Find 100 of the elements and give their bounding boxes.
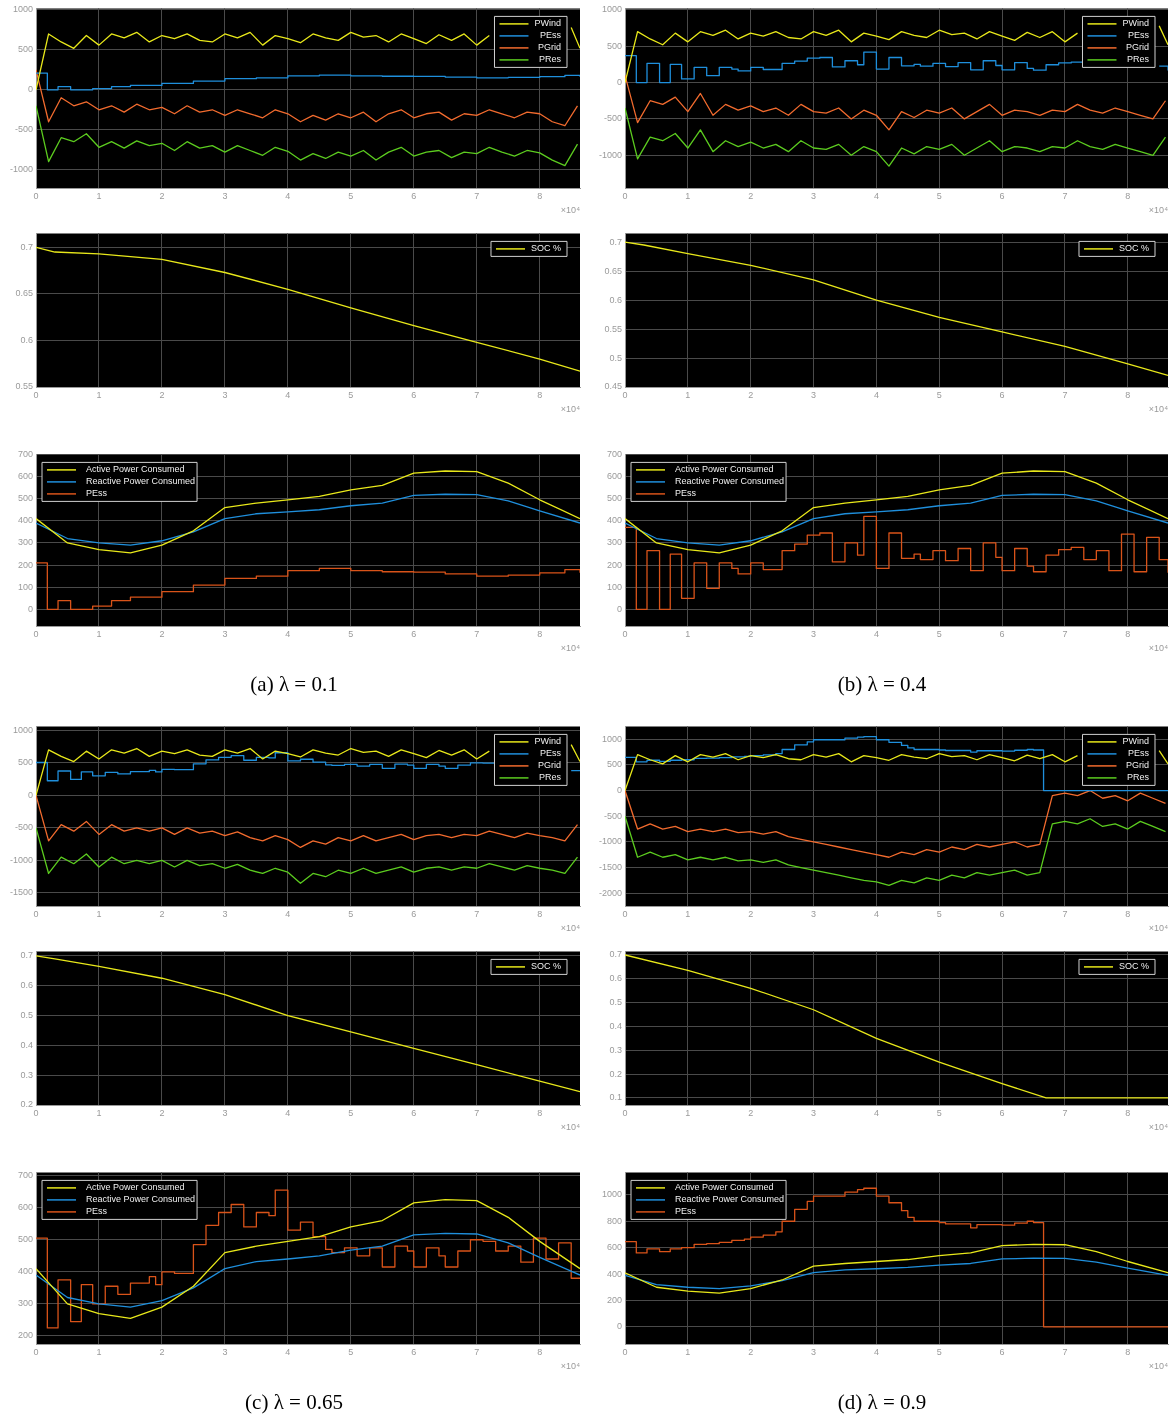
y-tick-label: 0.6 [609,294,622,305]
legend-label: SOC % [1118,243,1149,254]
x-tick-label: 5 [348,908,354,919]
x-tick-label: 8 [537,190,543,201]
x-tick-label: 7 [1062,190,1068,201]
x-tick-label: 7 [1062,389,1068,400]
x-tick-label: 1 [685,1346,691,1357]
x-tick-label: 3 [222,628,228,639]
x-tick-label: 5 [936,1107,942,1118]
y-tick-label: 0.5 [609,352,622,363]
x-tick-label: 1 [685,1107,691,1118]
x-tick-label: 3 [811,908,817,919]
legend-label: PWind [1122,736,1149,747]
y-tick-label: -2000 [598,887,622,898]
legend-label: Active Power Consumed [675,464,774,475]
x-tick-label: 4 [873,389,879,400]
y-tick-label: 0.6 [609,973,622,984]
x-axis-title: ×10⁴ [1148,204,1169,215]
x-tick-label: 6 [999,908,1005,919]
x-tick-label: 7 [474,1346,480,1357]
x-tick-label: 2 [748,908,754,919]
x-tick-label: 6 [411,389,417,400]
x-tick-label: 7 [474,389,480,400]
legend-label: PEss [539,30,562,41]
y-tick-label: 700 [17,1170,33,1181]
x-axis-title: ×10⁴ [560,1360,581,1371]
x-tick-label: 2 [159,1346,165,1357]
y-tick-label: 0.45 [604,381,622,392]
x-tick-label: 3 [222,389,228,400]
x-tick-label: 3 [811,389,817,400]
y-tick-label: 500 [606,40,622,51]
x-tick-label: 4 [285,1107,291,1118]
x-tick-label: 3 [811,1346,817,1357]
y-tick-label: 600 [606,471,622,482]
x-tick-label: 4 [285,628,291,639]
x-axis-title: ×10⁴ [560,922,581,933]
y-tick-label: 0.3 [609,1044,622,1055]
y-tick-label: 700 [606,448,622,459]
legend-label: PEss [86,488,108,499]
legend-label: PWind [534,18,561,29]
x-axis-title: ×10⁴ [560,1121,581,1132]
y-tick-label: 100 [606,581,622,592]
x-tick-label: 2 [159,628,165,639]
y-tick-label: 0.55 [604,323,622,334]
y-tick-label: 0.3 [20,1069,33,1080]
legend-label: PRes [538,772,562,783]
x-tick-label: 6 [411,190,417,201]
y-tick-label: -1000 [598,836,622,847]
x-tick-label: 7 [1062,628,1068,639]
x-tick-label: 1 [96,389,102,400]
y-tick-label: 0 [27,789,33,800]
y-tick-label: 0 [616,785,622,796]
x-tick-label: 6 [999,389,1005,400]
y-tick-label: 500 [17,44,33,55]
x-tick-label: 1 [96,908,102,919]
x-tick-label: 6 [411,908,417,919]
legend-label: PRes [1126,772,1150,783]
legend-label: PEss [1127,30,1150,41]
x-tick-label: 5 [348,389,354,400]
legend-label: PGrid [1125,760,1149,771]
x-tick-label: 7 [1062,908,1068,919]
legend-label: PEss [539,748,562,759]
y-tick-label: 800 [606,1215,622,1226]
legend-label: Active Power Consumed [675,1182,774,1193]
x-axis-title: ×10⁴ [560,204,581,215]
y-tick-label: 200 [606,1294,622,1305]
x-tick-label: 2 [748,1346,754,1357]
x-tick-label: 2 [159,908,165,919]
y-tick-label: 1000 [12,4,33,15]
x-tick-label: 6 [999,190,1005,201]
y-tick-label: 500 [17,757,33,768]
x-tick-label: 8 [1125,389,1131,400]
y-tick-label: 0.7 [20,241,33,252]
y-tick-label: -1000 [598,149,622,160]
x-axis-title: ×10⁴ [1148,642,1169,653]
x-tick-label: 8 [537,1346,543,1357]
y-tick-label: -1500 [598,862,622,872]
y-tick-label: -1000 [9,164,33,175]
y-tick-label: 0.7 [609,949,622,960]
y-tick-label: 600 [17,471,33,482]
x-tick-label: 4 [873,1107,879,1118]
y-tick-label: 200 [17,1330,33,1341]
x-tick-label: 2 [748,389,754,400]
x-tick-label: 3 [222,1346,228,1357]
y-tick-label: 100 [17,581,33,592]
x-tick-label: 4 [285,1346,291,1357]
x-tick-label: 8 [1125,908,1131,919]
x-tick-label: 2 [159,389,165,400]
legend-label: PEss [675,1206,697,1217]
legend-label: SOC % [530,243,561,254]
x-tick-label: 1 [96,1107,102,1118]
x-tick-label: 1 [96,628,102,639]
x-axis-title: ×10⁴ [1148,1360,1169,1371]
y-tick-label: 500 [17,1234,33,1245]
x-tick-label: 5 [348,1346,354,1357]
legend-label: PGrid [1125,42,1149,53]
y-tick-label: 400 [606,1268,622,1279]
x-tick-label: 2 [748,1107,754,1118]
x-tick-label: 1 [96,190,102,201]
x-tick-label: 3 [222,1107,228,1118]
